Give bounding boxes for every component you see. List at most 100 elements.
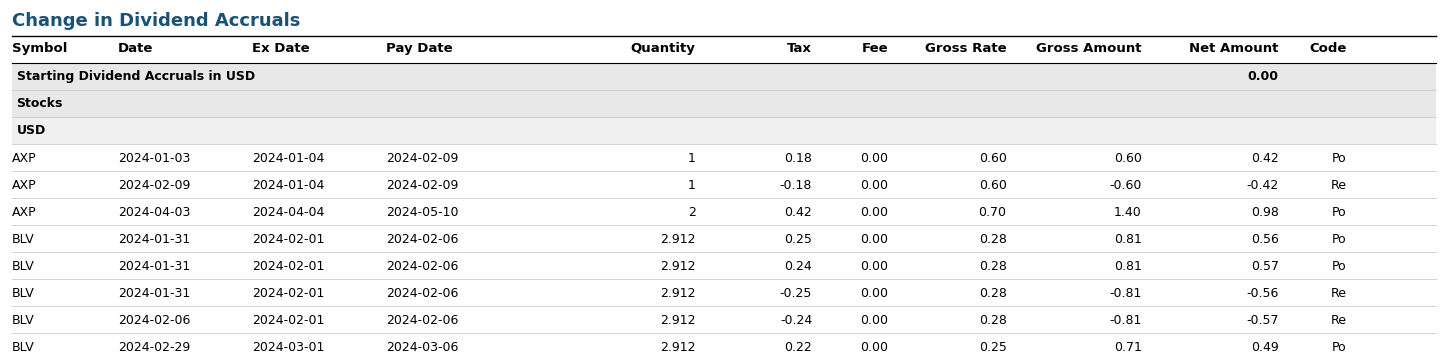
Text: 0.28: 0.28	[979, 314, 1007, 326]
Text: 0.00: 0.00	[861, 232, 888, 246]
Text: 2024-01-03: 2024-01-03	[118, 152, 190, 164]
Text: 0.42: 0.42	[785, 205, 812, 219]
Text: -0.56: -0.56	[1247, 287, 1279, 299]
Text: 2024-01-04: 2024-01-04	[252, 179, 324, 192]
Text: Change in Dividend Accruals: Change in Dividend Accruals	[12, 12, 300, 30]
Text: 0.28: 0.28	[979, 287, 1007, 299]
Text: Po: Po	[1332, 232, 1346, 246]
Text: BLV: BLV	[12, 260, 35, 273]
Text: 2024-02-01: 2024-02-01	[252, 314, 324, 326]
Bar	[12, 306, 1436, 333]
Text: 0.71: 0.71	[1115, 341, 1142, 354]
Text: Fee: Fee	[863, 42, 888, 55]
Text: 1.40: 1.40	[1115, 205, 1142, 219]
Text: 0.56: 0.56	[1251, 232, 1279, 246]
Text: 0.00: 0.00	[861, 341, 888, 354]
Text: 2024-03-06: 2024-03-06	[386, 341, 458, 354]
Text: 0.00: 0.00	[861, 179, 888, 192]
Text: 2024-02-06: 2024-02-06	[386, 260, 458, 273]
Text: Ex Date: Ex Date	[252, 42, 310, 55]
Text: 2024-04-04: 2024-04-04	[252, 205, 324, 219]
Text: BLV: BLV	[12, 341, 35, 354]
Text: 2024-02-09: 2024-02-09	[386, 152, 458, 164]
Text: 2024-01-31: 2024-01-31	[118, 287, 190, 299]
Text: 0.98: 0.98	[1251, 205, 1279, 219]
Text: 0.00: 0.00	[861, 287, 888, 299]
Text: -0.60: -0.60	[1110, 179, 1142, 192]
Text: 2.912: 2.912	[660, 314, 696, 326]
Text: Re: Re	[1331, 179, 1346, 192]
Text: Po: Po	[1332, 341, 1346, 354]
Text: 0.00: 0.00	[861, 314, 888, 326]
Text: Net Amount: Net Amount	[1189, 42, 1279, 55]
Text: 2024-01-31: 2024-01-31	[118, 260, 190, 273]
Text: BLV: BLV	[12, 287, 35, 299]
Text: 2024-02-29: 2024-02-29	[118, 341, 190, 354]
Text: AXP: AXP	[12, 205, 36, 219]
Text: -0.25: -0.25	[780, 287, 812, 299]
Text: 2: 2	[688, 205, 696, 219]
Text: Stocks: Stocks	[16, 97, 63, 110]
Text: 0.81: 0.81	[1115, 260, 1142, 273]
Text: 0.18: 0.18	[785, 152, 812, 164]
Text: Gross Rate: Gross Rate	[924, 42, 1007, 55]
Text: 0.24: 0.24	[785, 260, 812, 273]
Text: 0.81: 0.81	[1115, 232, 1142, 246]
Text: 0.60: 0.60	[979, 152, 1007, 164]
Text: Date: Date	[118, 42, 154, 55]
Text: Quantity: Quantity	[631, 42, 696, 55]
Text: Code: Code	[1309, 42, 1346, 55]
Text: 2024-02-09: 2024-02-09	[118, 179, 190, 192]
Text: USD: USD	[16, 124, 46, 137]
Text: -0.81: -0.81	[1110, 287, 1142, 299]
Text: 2024-05-10: 2024-05-10	[386, 205, 458, 219]
Text: 2024-03-01: 2024-03-01	[252, 341, 324, 354]
Text: 0.28: 0.28	[979, 260, 1007, 273]
Text: 2024-01-04: 2024-01-04	[252, 152, 324, 164]
Text: BLV: BLV	[12, 232, 35, 246]
Text: 0.60: 0.60	[979, 179, 1007, 192]
Text: 1: 1	[688, 152, 696, 164]
Bar	[12, 171, 1436, 198]
Text: 0.00: 0.00	[861, 205, 888, 219]
Bar	[12, 198, 1436, 225]
Text: 2024-04-03: 2024-04-03	[118, 205, 190, 219]
Text: 0.25: 0.25	[785, 232, 812, 246]
Text: 0.57: 0.57	[1251, 260, 1279, 273]
Text: 2024-02-06: 2024-02-06	[386, 314, 458, 326]
Bar	[12, 144, 1436, 171]
Text: 2024-02-06: 2024-02-06	[118, 314, 190, 326]
Text: 0.22: 0.22	[785, 341, 812, 354]
Text: 2.912: 2.912	[660, 341, 696, 354]
Bar	[12, 252, 1436, 279]
Text: -0.57: -0.57	[1246, 314, 1279, 326]
Text: 0.25: 0.25	[979, 341, 1007, 354]
Text: Po: Po	[1332, 260, 1346, 273]
Bar	[12, 36, 1436, 63]
Text: 0.00: 0.00	[861, 152, 888, 164]
Bar	[12, 279, 1436, 306]
Text: 0.70: 0.70	[979, 205, 1007, 219]
Text: 0.49: 0.49	[1251, 341, 1279, 354]
Bar	[12, 117, 1436, 144]
Bar	[12, 90, 1436, 117]
Text: -0.81: -0.81	[1110, 314, 1142, 326]
Text: Starting Dividend Accruals in USD: Starting Dividend Accruals in USD	[16, 70, 255, 83]
Text: AXP: AXP	[12, 179, 36, 192]
Text: Po: Po	[1332, 205, 1346, 219]
Text: 2024-02-01: 2024-02-01	[252, 260, 324, 273]
Text: -0.18: -0.18	[780, 179, 812, 192]
Text: -0.24: -0.24	[780, 314, 812, 326]
Text: Pay Date: Pay Date	[386, 42, 452, 55]
Text: -0.42: -0.42	[1247, 179, 1279, 192]
Text: 2024-01-31: 2024-01-31	[118, 232, 190, 246]
Text: 0.00: 0.00	[861, 260, 888, 273]
Text: 2.912: 2.912	[660, 232, 696, 246]
Bar	[12, 225, 1436, 252]
Text: BLV: BLV	[12, 314, 35, 326]
Text: Gross Amount: Gross Amount	[1037, 42, 1142, 55]
Text: Re: Re	[1331, 314, 1346, 326]
Text: Re: Re	[1331, 287, 1346, 299]
Text: Symbol: Symbol	[12, 42, 66, 55]
Text: 0.42: 0.42	[1251, 152, 1279, 164]
